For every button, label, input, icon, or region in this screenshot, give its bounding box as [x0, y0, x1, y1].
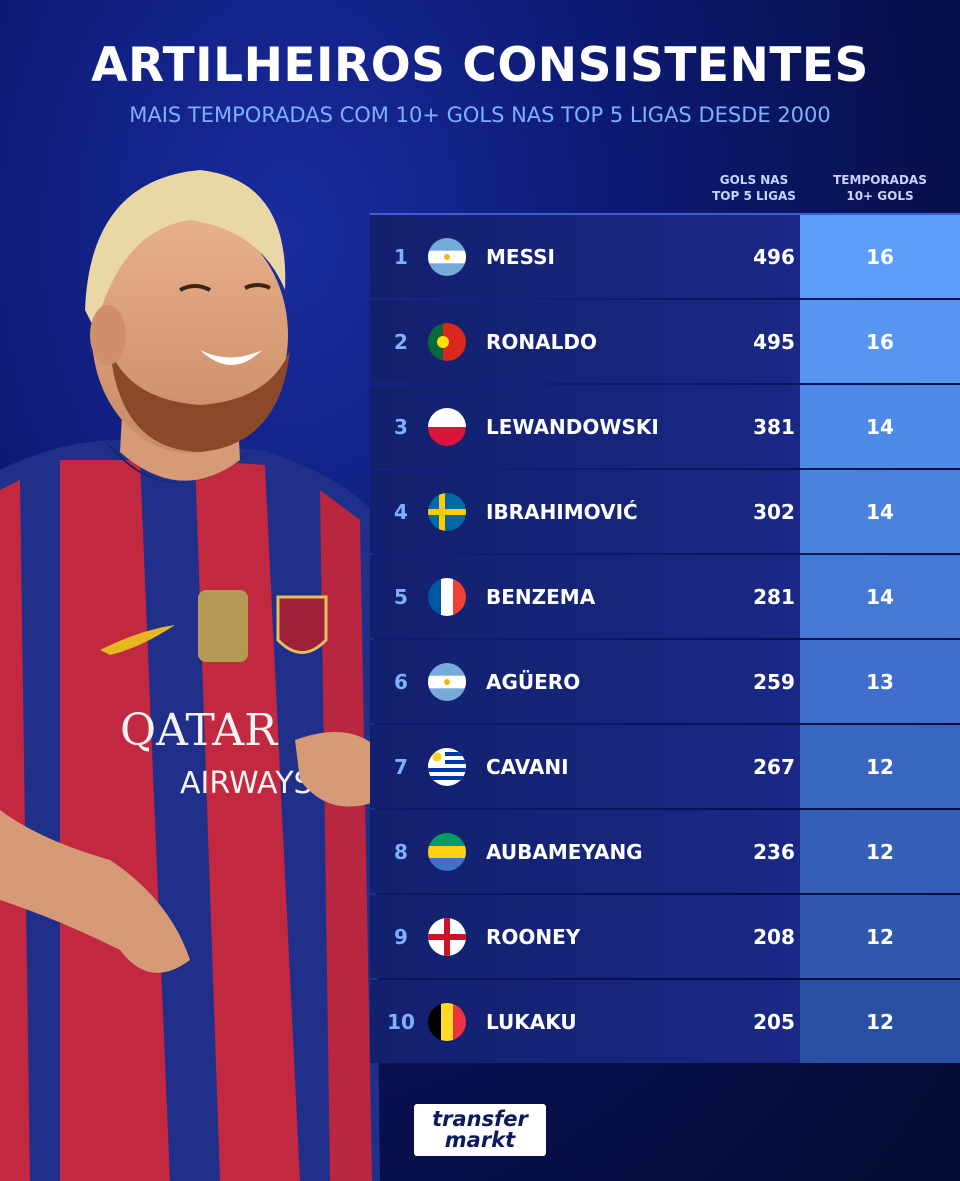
goals-value: 281	[753, 584, 795, 609]
table-row: 10 LUKAKU 205 12	[370, 980, 960, 1063]
poland-flag-icon	[428, 407, 466, 446]
gabon-flag-icon	[428, 832, 466, 871]
rank-number: 2	[394, 329, 408, 354]
seasons-value: 16	[800, 300, 960, 383]
goals-value: 267	[753, 754, 795, 779]
seasons-value: 14	[800, 385, 960, 468]
player-name: BENZEMA	[486, 584, 596, 609]
seasons-value: 12	[800, 895, 960, 978]
england-flag-icon	[428, 917, 466, 956]
jersey-sponsor-text-2: AIRWAYS	[180, 766, 313, 801]
goals-value: 236	[753, 839, 795, 864]
player-name: LUKAKU	[486, 1009, 577, 1034]
seasons-value: 12	[800, 980, 960, 1063]
seasons-header-line1: TEMPORADAS	[833, 173, 927, 187]
seasons-column-header: TEMPORADAS 10+ GOLS	[810, 172, 950, 204]
logo-line2: markt	[444, 1128, 516, 1152]
table-row: 3 LEWANDOWSKI 381 14	[370, 385, 960, 468]
seasons-header-line2: 10+ GOLS	[846, 189, 914, 203]
goals-value: 259	[753, 669, 795, 694]
page-title: ARTILHEIROS CONSISTENTES	[91, 38, 869, 93]
rank-number: 6	[394, 669, 408, 694]
goals-header-line2: TOP 5 LIGAS	[712, 189, 796, 203]
table-row: 4 IBRAHIMOVIĆ 302 14	[370, 470, 960, 553]
player-name: CAVANI	[486, 754, 569, 779]
table-row: 5 BENZEMA 281 14	[370, 555, 960, 638]
rank-number: 7	[394, 754, 408, 779]
argentina-flag-icon	[428, 662, 466, 701]
table-row: 2 RONALDO 495 16	[370, 300, 960, 383]
table-row: 7 CAVANI 267 12	[370, 725, 960, 808]
goals-value: 381	[753, 414, 795, 439]
seasons-value: 14	[800, 470, 960, 553]
goals-value: 302	[753, 499, 795, 524]
transfermarkt-logo: transfer markt	[414, 1104, 546, 1156]
seasons-value: 12	[800, 810, 960, 893]
player-name: LEWANDOWSKI	[486, 414, 659, 439]
portugal-flag-icon	[428, 322, 466, 361]
rank-number: 4	[394, 499, 408, 524]
rank-number: 3	[394, 414, 408, 439]
goals-value: 205	[753, 1009, 795, 1034]
uruguay-flag-icon	[428, 747, 466, 786]
rank-number: 5	[394, 584, 408, 609]
player-photo: QATAR AIRWAYS	[0, 170, 380, 1181]
player-name: AGÜERO	[486, 669, 581, 694]
goals-column-header: GOLS NAS TOP 5 LIGAS	[694, 172, 814, 204]
seasons-value: 14	[800, 555, 960, 638]
seasons-value: 13	[800, 640, 960, 723]
sweden-flag-icon	[428, 492, 466, 531]
logo-line1: transfer	[432, 1107, 528, 1131]
table-row: 1 MESSI 496 16	[370, 215, 960, 298]
rank-number: 8	[394, 839, 408, 864]
page-subtitle: MAIS TEMPORADAS COM 10+ GOLS NAS TOP 5 L…	[129, 103, 831, 127]
player-name: IBRAHIMOVIĆ	[486, 499, 638, 524]
rank-number: 9	[394, 924, 408, 949]
player-name: MESSI	[486, 244, 555, 269]
seasons-value: 12	[800, 725, 960, 808]
table-row: 8 AUBAMEYANG 236 12	[370, 810, 960, 893]
player-name: ROONEY	[486, 924, 581, 949]
goals-value: 208	[753, 924, 795, 949]
rank-number: 10	[387, 1009, 415, 1034]
player-name: RONALDO	[486, 329, 597, 354]
france-flag-icon	[428, 577, 466, 616]
belgium-flag-icon	[428, 1002, 466, 1041]
jersey-sponsor-text: QATAR	[120, 705, 279, 756]
player-name: AUBAMEYANG	[486, 839, 643, 864]
goals-value: 496	[753, 244, 795, 269]
goals-header-line1: GOLS NAS	[719, 173, 789, 187]
table-row: 6 AGÜERO 259 13	[370, 640, 960, 723]
seasons-value: 16	[800, 215, 960, 298]
argentina-flag-icon	[428, 237, 466, 276]
table-row: 9 ROONEY 208 12	[370, 895, 960, 978]
goals-value: 495	[753, 329, 795, 354]
rank-number: 1	[394, 244, 408, 269]
ranking-table: 1 MESSI 496 16 2 RONALDO 495 16 3 LEWANDOWSKI 381 1…	[370, 213, 960, 1065]
